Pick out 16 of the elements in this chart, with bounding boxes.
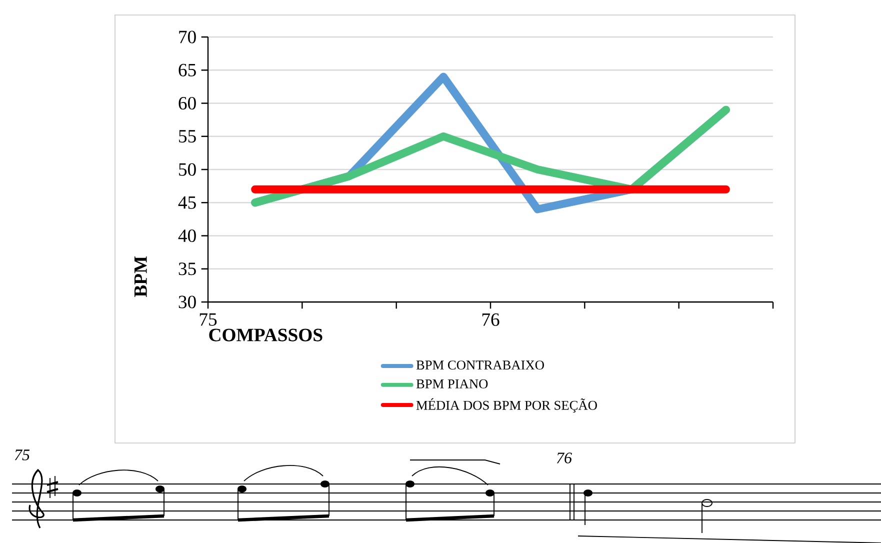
y-tick-label: 45 [178, 196, 196, 209]
y-tick-label: 40 [178, 229, 196, 242]
y-tick-label: 60 [178, 96, 196, 110]
legend-label: BPM PIANO [416, 379, 488, 388]
text: 76 [556, 452, 572, 464]
y-axis-title: BPM [134, 256, 147, 297]
y-tick-label: 50 [179, 163, 196, 176]
y-tick-label: 70 [179, 30, 196, 44]
y-tick-label: 65 [178, 64, 196, 76]
y-tick-label: 30 [178, 296, 196, 308]
x-axis-title: COMPASSOS [209, 328, 322, 342]
text: 75 [14, 450, 30, 460]
y-tick-label: 55 [179, 130, 196, 143]
legend-label: MÉDIA DOS BPM POR SEÇÃO [416, 398, 597, 413]
legend-label: BPM CONTRABAIXO [416, 360, 544, 370]
y-tick-label: 35 [178, 262, 196, 276]
